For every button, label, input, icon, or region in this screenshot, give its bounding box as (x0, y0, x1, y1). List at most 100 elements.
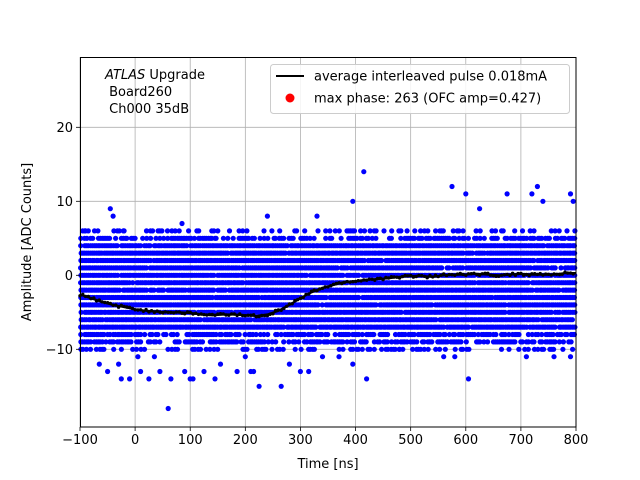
sample-point (524, 235, 530, 241)
sample-point (138, 331, 144, 338)
average-pulse-point (386, 276, 391, 280)
sample-point (184, 243, 190, 249)
average-pulse-point (409, 273, 413, 278)
average-pulse-point (555, 272, 559, 276)
sample-point (500, 228, 506, 234)
sample-point (552, 339, 558, 345)
average-pulse-point (544, 272, 548, 276)
sample-point (135, 354, 141, 360)
sample-point (197, 317, 203, 323)
average-pulse-point (359, 279, 363, 283)
sample-point (442, 331, 448, 338)
average-pulse-point (111, 303, 115, 307)
sample-point (222, 287, 228, 293)
average-pulse-point (563, 270, 567, 274)
sample-point (147, 339, 153, 345)
average-pulse-point (436, 274, 440, 279)
sample-point (452, 354, 458, 360)
sample-point (83, 346, 89, 352)
sample-point (465, 235, 471, 241)
average-pulse-point (224, 313, 228, 317)
average-pulse-point (116, 305, 121, 309)
sample-point (303, 272, 309, 278)
sample-point (236, 228, 242, 234)
sample-point (132, 235, 138, 241)
average-pulse-point (309, 289, 314, 293)
sample-point (161, 287, 167, 293)
sample-point (460, 265, 466, 271)
sample-point (359, 331, 365, 338)
sample-point (512, 339, 518, 345)
sample-point (164, 228, 171, 234)
sample-point (186, 228, 192, 234)
sample-point (226, 228, 233, 234)
average-pulse-point (348, 280, 352, 284)
average-pulse-point (417, 273, 421, 278)
sample-point (101, 331, 107, 338)
sample-point (411, 331, 417, 338)
average-pulse-point (265, 313, 270, 318)
sample-point (110, 213, 116, 219)
average-pulse-point (458, 271, 462, 276)
sample-point (220, 235, 226, 241)
average-pulse-point (180, 311, 184, 315)
average-pulse-line (78, 270, 576, 319)
average-pulse-point (400, 274, 405, 279)
average-pulse-point (519, 271, 523, 276)
sample-point (481, 235, 487, 241)
sample-point (377, 339, 383, 345)
legend-label-average: average interleaved pulse 0.018mA (314, 70, 547, 85)
sample-point (277, 228, 283, 234)
sample-point (319, 331, 325, 338)
average-pulse-point (238, 312, 242, 316)
sample-point (151, 354, 157, 360)
average-pulse-point (524, 272, 529, 277)
average-pulse-point (251, 313, 256, 317)
sample-point (218, 331, 225, 338)
sample-point (572, 324, 578, 330)
sample-point (130, 280, 136, 286)
sample-point (225, 250, 231, 256)
sample-point (207, 346, 213, 352)
average-pulse-point (285, 304, 289, 308)
sample-point (138, 243, 144, 249)
sample-point (211, 272, 217, 278)
sample-point (130, 346, 136, 352)
sample-point (556, 287, 562, 293)
sample-point (191, 235, 197, 241)
sample-point (225, 235, 231, 241)
sample-point (562, 235, 568, 241)
sample-point (427, 235, 433, 241)
sample-point (155, 331, 161, 338)
average-pulse-point (282, 306, 286, 311)
sample-point (525, 331, 532, 338)
average-pulse-point (268, 312, 272, 316)
sample-point (281, 339, 287, 345)
sample-point (389, 339, 395, 345)
sample-point (280, 346, 286, 352)
y-tick-label: −10 (46, 343, 73, 358)
sample-point (558, 265, 564, 271)
sample-point (398, 228, 404, 234)
average-pulse-point (296, 297, 300, 302)
sample-point (539, 235, 545, 241)
average-pulse-point (535, 272, 540, 277)
average-pulse-point (94, 299, 99, 303)
sample-point (429, 339, 435, 345)
average-pulse-point (136, 308, 140, 312)
sample-point (371, 331, 377, 338)
sample-point (481, 339, 487, 345)
sample-point (294, 228, 300, 234)
average-pulse-point (373, 278, 377, 282)
average-pulse-point (318, 287, 322, 291)
sample-point (138, 339, 144, 345)
sample-point (359, 346, 365, 352)
sample-point (211, 287, 217, 293)
sample-point (306, 368, 312, 375)
average-pulse-point (240, 313, 245, 318)
sample-point (545, 265, 551, 271)
sample-point (118, 376, 124, 382)
sample-point (78, 309, 84, 315)
sample-point (492, 228, 499, 234)
